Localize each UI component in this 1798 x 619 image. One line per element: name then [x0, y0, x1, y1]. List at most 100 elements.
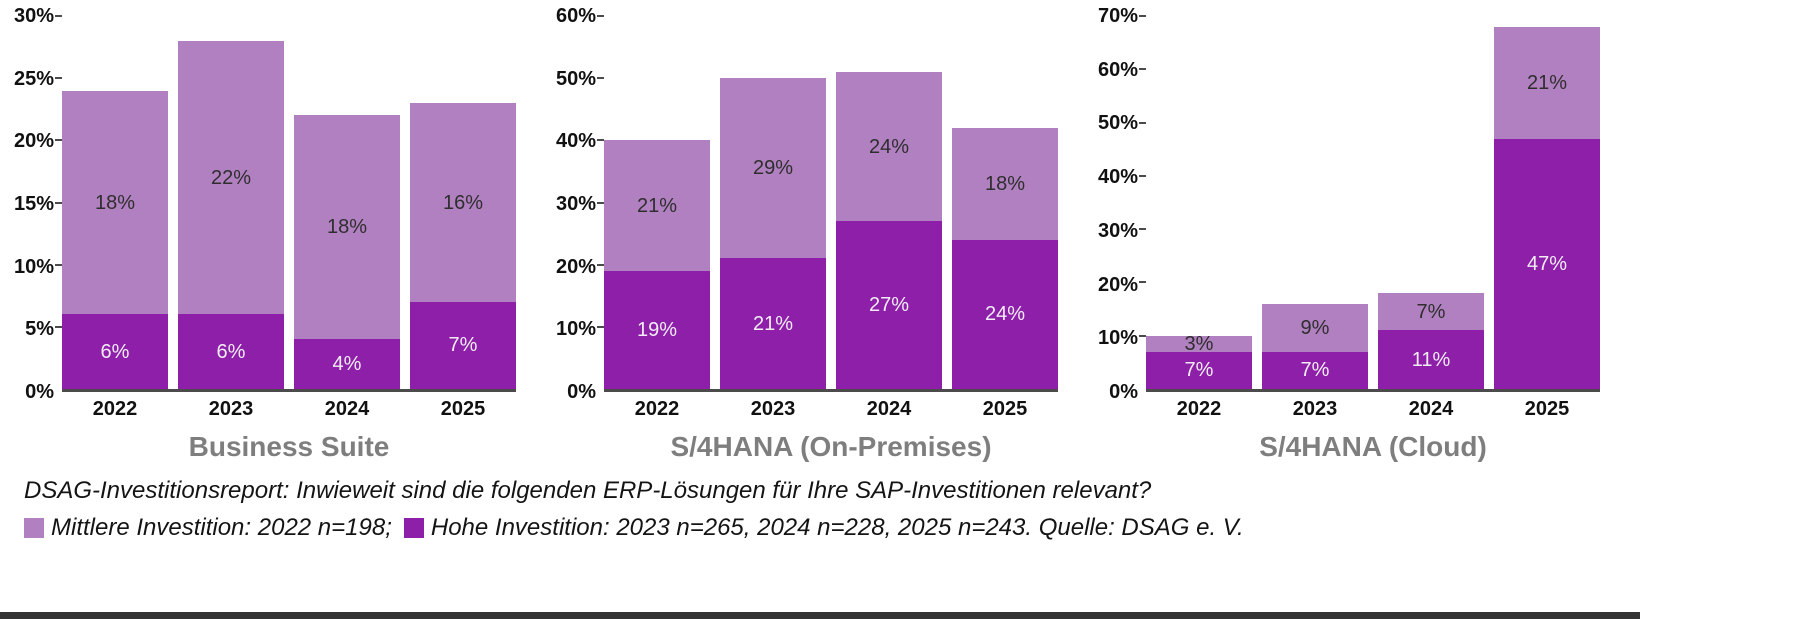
caption-question: DSAG-Investitionsreport: Inwieweit sind …: [24, 477, 1152, 504]
bar-2023: 21% 29%: [720, 16, 826, 389]
x-tick-label-2024: 2024: [1408, 398, 1454, 420]
bar-2023: 7% 9%: [1262, 16, 1368, 389]
segment-value-label: 19%: [636, 318, 678, 341]
y-tick-label: 60%: [1097, 58, 1138, 81]
x-tick-label-2023: 2023: [1292, 398, 1338, 420]
chart-2: 0% 10% 20% 30% 40% 50% 60% 19% 21% 21% 29% 27% 24% 24…: [552, 6, 1058, 463]
y-tick-mark: [55, 325, 62, 328]
bar-2024: 4% 18%: [294, 16, 400, 389]
charts-row: 0% 5% 10% 15% 20% 25% 30% 6% 18% 6% 22% 4% 18% 7% 16% 2…: [10, 6, 1600, 463]
mittlere-segment-2025: 16%: [410, 103, 516, 302]
plot-3: 7% 3% 7% 9% 11% 7% 47% 21%: [1139, 15, 1600, 392]
segment-value-label: 24%: [984, 303, 1026, 326]
y-tick-mark: [597, 15, 604, 17]
x-axis: 2022 2023 2024 2025: [62, 398, 516, 421]
x-tick-label-2025: 2025: [982, 398, 1028, 420]
segment-value-label: 22%: [210, 166, 252, 189]
segment-value-label: 6%: [100, 340, 130, 363]
hohe-segment-2025: 7%: [410, 301, 516, 389]
bar-2025: 7% 16%: [410, 16, 516, 389]
mittlere-segment-2025: 21%: [1494, 26, 1600, 139]
y-tick-mark: [1139, 228, 1146, 231]
plot-area: 0% 10% 20% 30% 40% 50% 60% 19% 21% 21% 29% 27% 24% 24…: [552, 6, 1058, 402]
y-tick-label: 30%: [1097, 219, 1138, 242]
y-tick-label: 20%: [1097, 273, 1138, 296]
y-axis: 0% 10% 20% 30% 40% 50% 60%: [552, 6, 604, 402]
caption: DSAG-Investitionsreport: Inwieweit sind …: [24, 477, 1798, 542]
mittlere-segment-2024: 24%: [836, 71, 942, 222]
legend-label: Mittlere Investition: 2022 n=198;: [51, 514, 392, 541]
y-tick-label: 10%: [1097, 327, 1138, 350]
chart-1: 0% 5% 10% 15% 20% 25% 30% 6% 18% 6% 22% 4% 18% 7% 16% 2…: [10, 6, 516, 463]
segment-value-label: 11%: [1411, 348, 1451, 371]
chart-3: 0% 10% 20% 30% 40% 50% 60% 70% 7% 3% 7% 9% 11% 7% 47% 2…: [1094, 6, 1600, 463]
plot-area: 0% 10% 20% 30% 40% 50% 60% 70% 7% 3% 7% 9% 11% 7% 47% 2…: [1094, 6, 1600, 402]
x-tick-label-2022: 2022: [92, 398, 138, 420]
bar-2025: 47% 21%: [1494, 16, 1600, 389]
y-tick-mark: [55, 263, 62, 266]
chart-title: S/4HANA (Cloud): [1259, 431, 1487, 462]
segment-value-label: 7%: [1416, 300, 1446, 323]
y-tick-mark: [55, 139, 62, 142]
hohe-segment-2025: 24%: [952, 239, 1058, 389]
y-tick-mark: [597, 325, 604, 328]
segment-value-label: 27%: [868, 294, 910, 317]
segment-value-label: 21%: [752, 312, 794, 335]
y-tick-mark: [1139, 15, 1146, 17]
bar-2025: 24% 18%: [952, 16, 1058, 389]
bar-2024: 11% 7%: [1378, 16, 1484, 389]
x-tick-label-2023: 2023: [208, 398, 254, 420]
hohe-segment-2022: 6%: [62, 314, 168, 389]
x-tick-label-2023: 2023: [750, 398, 796, 420]
x-tick-label-2022: 2022: [634, 398, 680, 420]
segment-value-label: 7%: [1184, 359, 1214, 382]
chart-title: S/4HANA (On-Premises): [670, 431, 992, 462]
mittlere-segment-2023: 9%: [1262, 303, 1368, 352]
x-axis: 2022 2023 2024 2025: [1146, 398, 1600, 421]
y-tick-label: 25%: [13, 67, 54, 90]
x-tick-label-2024: 2024: [866, 398, 912, 420]
y-tick-mark: [55, 201, 62, 204]
y-axis: 0% 5% 10% 15% 20% 25% 30%: [10, 6, 62, 402]
segment-value-label: 4%: [332, 353, 362, 376]
y-tick-label: 70%: [1097, 5, 1138, 27]
plot-1: 6% 18% 6% 22% 4% 18% 7% 16%: [55, 15, 516, 392]
y-tick-label: 15%: [13, 193, 54, 215]
y-tick-mark: [1139, 68, 1146, 71]
segment-value-label: 7%: [448, 334, 478, 357]
segment-value-label: 3%: [1184, 332, 1214, 355]
y-tick-mark: [597, 77, 604, 80]
segment-value-label: 21%: [1526, 71, 1568, 94]
y-tick-label: 10%: [13, 255, 54, 278]
mittlere-segment-2024: 18%: [294, 115, 400, 340]
bar-2022: 19% 21%: [604, 16, 710, 389]
segment-value-label: 16%: [442, 191, 484, 214]
segment-value-label: 18%: [326, 216, 368, 239]
segment-value-label: 21%: [636, 194, 678, 217]
y-tick-label: 0%: [25, 381, 54, 403]
y-tick-label: 30%: [555, 193, 596, 215]
hohe-segment-2022: 19%: [604, 270, 710, 389]
segment-value-label: 6%: [216, 340, 246, 363]
y-tick-label: 40%: [1097, 166, 1138, 189]
segment-value-label: 47%: [1526, 252, 1568, 275]
y-tick-mark: [55, 15, 62, 17]
hohe-segment-2023: 6%: [178, 314, 284, 389]
segment-value-label: 18%: [984, 172, 1026, 195]
bar-2024: 27% 24%: [836, 16, 942, 389]
y-tick-label: 5%: [25, 318, 54, 341]
hohe-segment-2024: 11%: [1378, 330, 1484, 389]
y-tick-label: 0%: [567, 381, 596, 403]
y-tick-mark: [1139, 281, 1146, 284]
segment-value-label: 7%: [1300, 359, 1330, 382]
bottom-divider: [0, 612, 1640, 619]
legend-item-hohe: Hohe Investition: 2023 n=265, 2024 n=228…: [403, 514, 1244, 542]
y-tick-label: 50%: [555, 67, 596, 90]
mittlere-segment-2025: 18%: [952, 127, 1058, 240]
y-tick-label: 0%: [1109, 381, 1138, 403]
plot-area: 0% 5% 10% 15% 20% 25% 30% 6% 18% 6% 22% 4% 18% 7% 16%: [10, 6, 516, 402]
y-tick-label: 40%: [555, 130, 596, 153]
segment-value-label: 18%: [94, 191, 136, 214]
y-axis: 0% 10% 20% 30% 40% 50% 60% 70%: [1094, 6, 1146, 402]
caption-legend: Mittlere Investition: 2022 n=198; Hohe In…: [24, 514, 1798, 542]
